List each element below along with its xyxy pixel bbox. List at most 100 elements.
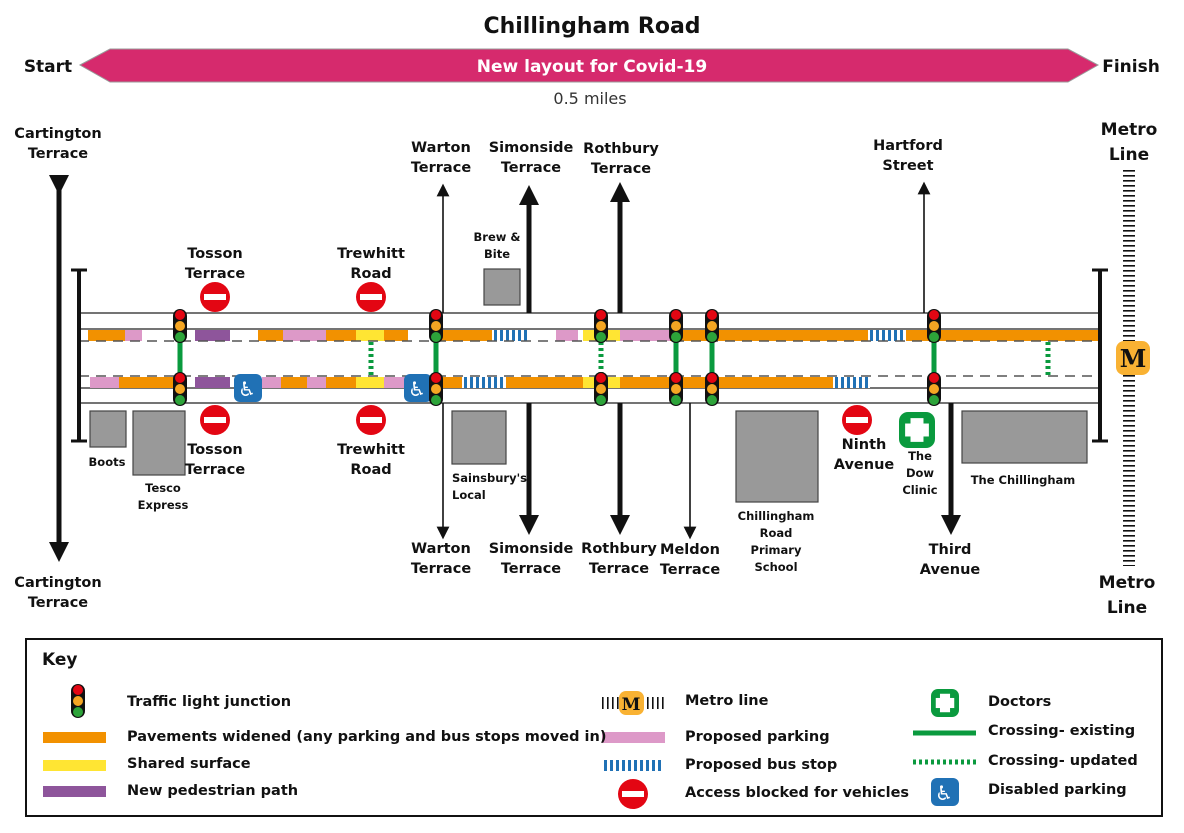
yellow-pavement-segment: [356, 330, 384, 341]
label-ninth-avenue: Ninth Avenue: [833, 437, 895, 473]
bus-stop-stripe: [518, 330, 521, 341]
map-icons: ♿ ♿: [200, 282, 935, 448]
cross-h: [935, 697, 955, 709]
orange-pavement-segment: [506, 377, 583, 388]
bus-stop-stripe: [610, 760, 613, 771]
yellow-pavement-segment: [356, 377, 384, 388]
disabled-symbol: ♿: [935, 781, 953, 805]
key-label: Doctors: [988, 694, 1052, 710]
key-label: Metro line: [685, 693, 769, 709]
bus-stop: [602, 760, 665, 771]
route-banner: [78, 48, 1100, 83]
bus-stop-stripe: [622, 760, 625, 771]
bus-stop-stripe: [464, 377, 467, 388]
orange-pavement-segment: [119, 377, 178, 388]
bus-stop: [868, 330, 906, 341]
bus-stop-stripe: [616, 760, 619, 771]
label-rothbury-bottom: Rothbury Terrace: [581, 541, 657, 577]
bus-stop-stripe: [865, 377, 868, 388]
bus-stop-stripe: [500, 330, 503, 341]
bus-stop-stripe: [524, 330, 527, 341]
key-label: Pavements widened (any parking and bus s…: [127, 729, 607, 745]
traffic-light-lamp: [707, 310, 717, 320]
traffic-light-lamp: [707, 384, 717, 394]
orange-pavement-segment: [326, 330, 356, 341]
traffic-light-lamp: [929, 310, 939, 320]
traffic-light-lamp: [431, 395, 441, 405]
bus-stop-stripe: [494, 330, 497, 341]
bus-stop-stripe: [470, 377, 473, 388]
bus-stop-stripe: [658, 760, 661, 771]
bus-stop-stripe: [853, 377, 856, 388]
pink-pavement-segment: [556, 330, 578, 341]
bus-stop-stripe: [488, 377, 491, 388]
bus-stop-stripe: [482, 377, 485, 388]
orange-pavement-segment: [670, 330, 868, 341]
traffic-light-lamp: [671, 332, 681, 342]
building-tesco: [132, 410, 186, 476]
traffic-light-lamp: [671, 310, 681, 320]
key-label: Proposed bus stop: [685, 757, 838, 773]
label-warton-top: Warton Terrace: [410, 140, 472, 176]
start-label: Start: [24, 57, 72, 77]
traffic-light-lamp: [596, 395, 606, 405]
bus-stop-stripe: [646, 760, 649, 771]
pink-pavement-segment: [90, 377, 119, 388]
traffic-light-lamp: [431, 332, 441, 342]
label-cartington-top: Cartington Terrace: [14, 126, 102, 162]
orange-pavement-segment: [620, 377, 833, 388]
traffic-light-lamp: [596, 332, 606, 342]
label-hartford: Hartford Street: [873, 138, 943, 174]
label-metro-bottom: Metro Line: [1098, 573, 1156, 618]
key-label: Shared surface: [127, 756, 251, 772]
traffic-light-lamp: [707, 373, 717, 383]
bus-stop-stripe: [894, 330, 897, 341]
key-title: Key: [42, 650, 78, 670]
bus-stop-stripe: [506, 330, 509, 341]
bus-stop-stripe: [876, 330, 879, 341]
side-street-arrows: [49, 175, 961, 562]
no-entry-bar: [360, 417, 382, 423]
key-label: Crossing- existing: [988, 723, 1136, 739]
traffic-light-lamp: [175, 321, 185, 331]
label-tosson-bottom: Tosson Terrace: [184, 442, 246, 478]
building-boots: [89, 410, 127, 448]
disabled-parking-icon: [234, 374, 262, 402]
bus-stop-stripe: [841, 377, 844, 388]
traffic-light-lamp: [671, 395, 681, 405]
bus-stop-stripe: [888, 330, 891, 341]
key-swatch-purple: [43, 786, 106, 797]
key-label: Disabled parking: [988, 782, 1127, 798]
bus-stop-stripe: [835, 377, 838, 388]
traffic-light-lamp: [73, 685, 83, 695]
building-chillingham: [961, 410, 1088, 464]
key-label: Proposed parking: [685, 729, 830, 745]
no-entry-bar: [204, 294, 226, 300]
key-swatch-yellow: [43, 760, 106, 771]
traffic-light-lamp: [175, 373, 185, 383]
pink-pavement-segment: [125, 330, 142, 341]
label-cartington-bottom: Cartington Terrace: [14, 575, 102, 611]
traffic-light-lamp: [431, 373, 441, 383]
bus-stop-stripe: [900, 330, 903, 341]
traffic-light-lamp: [707, 332, 717, 342]
road: [79, 312, 1098, 404]
traffic-light-lamp: [596, 384, 606, 394]
bus-stop-stripe: [640, 760, 643, 771]
no-entry-bar: [360, 294, 382, 300]
bus-stop-stripe: [476, 377, 479, 388]
pink-pavement-segment: [262, 377, 281, 388]
finish-label: Finish: [1102, 57, 1160, 77]
orange-pavement-segment: [88, 330, 125, 341]
cross-h: [905, 423, 929, 437]
pink-pavement-segment: [620, 330, 670, 341]
buildings: [89, 268, 1088, 503]
traffic-light-lamp: [431, 384, 441, 394]
bus-stop-stripe: [604, 760, 607, 771]
traffic-light-lamp: [431, 321, 441, 331]
label-tesco: Tesco Express: [137, 481, 189, 512]
banner-text: New layout for Covid-19: [477, 57, 707, 77]
traffic-light-lamp: [929, 395, 939, 405]
label-dow-clinic: The Dow Clinic: [902, 449, 938, 497]
